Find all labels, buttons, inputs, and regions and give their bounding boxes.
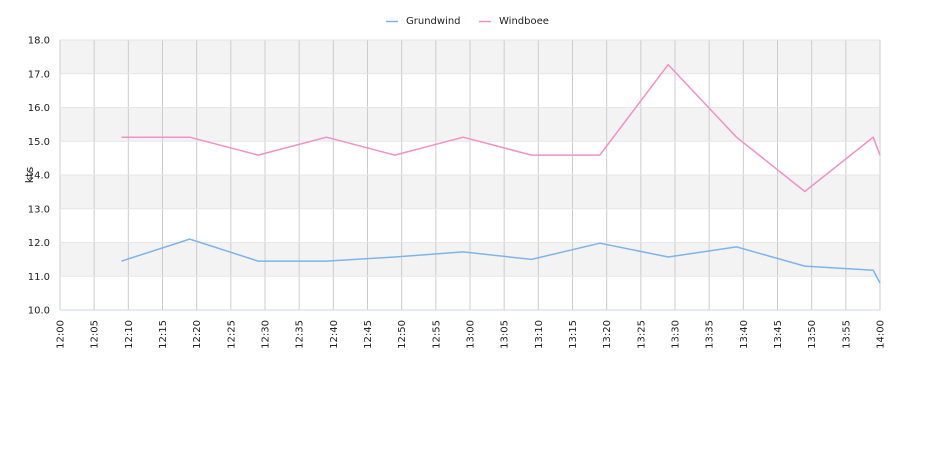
x-tick-label: 12:25 xyxy=(226,320,237,349)
y-tick-label: 11.0 xyxy=(28,272,50,283)
x-tick-label: 13:40 xyxy=(739,320,750,349)
x-tick-label: 12:50 xyxy=(397,320,408,349)
y-tick-label: 16.0 xyxy=(28,103,50,114)
y-tick-label: 18.0 xyxy=(28,36,50,47)
x-tick-label: 12:45 xyxy=(363,320,374,349)
y-tick-label: 10.0 xyxy=(28,306,50,317)
series-line-grundwind[interactable] xyxy=(121,238,881,284)
y-tick-label: 17.0 xyxy=(28,69,50,80)
series-line-windboee[interactable] xyxy=(121,63,881,193)
x-tick-label: 12:40 xyxy=(329,320,340,349)
x-tick-label: 13:30 xyxy=(671,320,682,349)
x-tick-label: 13:10 xyxy=(534,320,545,349)
x-tick-label: 13:45 xyxy=(773,320,784,349)
x-tick-label: 13:15 xyxy=(568,320,579,349)
x-tick-label: 13:50 xyxy=(807,320,818,349)
x-tick-label: 12:15 xyxy=(158,320,169,349)
x-tick-label: 13:00 xyxy=(466,320,477,349)
x-tick-label: 13:05 xyxy=(500,320,511,349)
x-tick-label: 14:00 xyxy=(876,320,887,349)
x-tick-label: 13:55 xyxy=(841,320,852,349)
legend-item-grundwind[interactable]: Grundwind xyxy=(406,16,461,27)
x-tick-label: 12:10 xyxy=(124,320,135,349)
legend[interactable]: Grundwind Windboee xyxy=(386,16,549,27)
y-axis-tick-labels: 10.0 11.0 12.0 13.0 14.0 15.0 16.0 17.0 18.0 xyxy=(28,36,50,317)
y-tick-label: 15.0 xyxy=(28,137,50,148)
x-tick-label: 13:25 xyxy=(636,320,647,349)
y-tick-label: 12.0 xyxy=(28,238,50,249)
x-tick-label: 13:35 xyxy=(705,320,716,349)
series-lines xyxy=(121,63,881,284)
x-tick-label: 12:00 xyxy=(56,320,67,349)
x-tick-label: 12:05 xyxy=(90,320,101,349)
legend-item-windboee[interactable]: Windboee xyxy=(499,16,549,27)
x-tick-label: 12:30 xyxy=(261,320,272,349)
x-tick-label: 12:20 xyxy=(192,320,203,349)
y-tick-label: 13.0 xyxy=(28,204,50,215)
x-tick-label: 12:55 xyxy=(431,320,442,349)
x-tick-label: 12:35 xyxy=(295,320,306,349)
y-tick-label: 14.0 xyxy=(28,171,50,182)
x-axis-tick-labels: 12:00 12:05 12:10 12:15 12:20 12:25 12:30 12:35… xyxy=(56,320,887,349)
y-axis-label: kts xyxy=(23,167,36,184)
x-tick-label: 13:20 xyxy=(602,320,613,349)
